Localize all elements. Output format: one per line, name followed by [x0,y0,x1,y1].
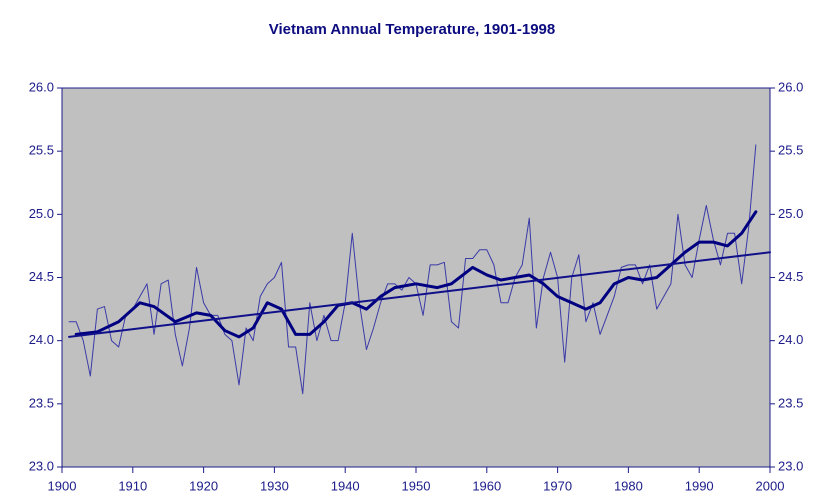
y-tick-label: 23.5 [29,395,54,410]
y-tick-label: 25.0 [29,206,54,221]
y2-tick-label: 24.0 [778,332,803,347]
plot-area [61,87,771,468]
chart-title: Vietnam Annual Temperature, 1901-1998 [269,21,556,38]
series-line [74,210,758,339]
y-tick-label: 23.0 [29,458,54,473]
x-tick-label: 1960 [472,478,501,493]
x-tick-label: 1990 [685,478,714,493]
y-tick-label: 24.0 [29,332,54,347]
x-tick-label: 1910 [118,478,147,493]
x-tick-label: 1930 [260,478,289,493]
series-line [68,251,771,338]
y-tick-label: 24.5 [29,269,54,284]
y2-tick-label: 26.0 [778,79,803,94]
y2-tick-label: 25.0 [778,206,803,221]
x-tick-label: 1900 [48,478,77,493]
y2-tick-label: 24.5 [778,269,803,284]
y2-tick-label: 25.5 [778,143,803,158]
y-tick-label: 26.0 [29,79,54,94]
x-tick-label: 1980 [614,478,643,493]
y2-tick-label: 23.0 [778,458,803,473]
x-tick-label: 2000 [756,478,785,493]
y2-tick-label: 23.5 [778,395,803,410]
y-tick-label: 25.5 [29,143,54,158]
x-tick-label: 1920 [189,478,218,493]
x-tick-label: 1970 [543,478,572,493]
x-tick-label: 1940 [331,478,360,493]
x-tick-label: 1950 [402,478,431,493]
